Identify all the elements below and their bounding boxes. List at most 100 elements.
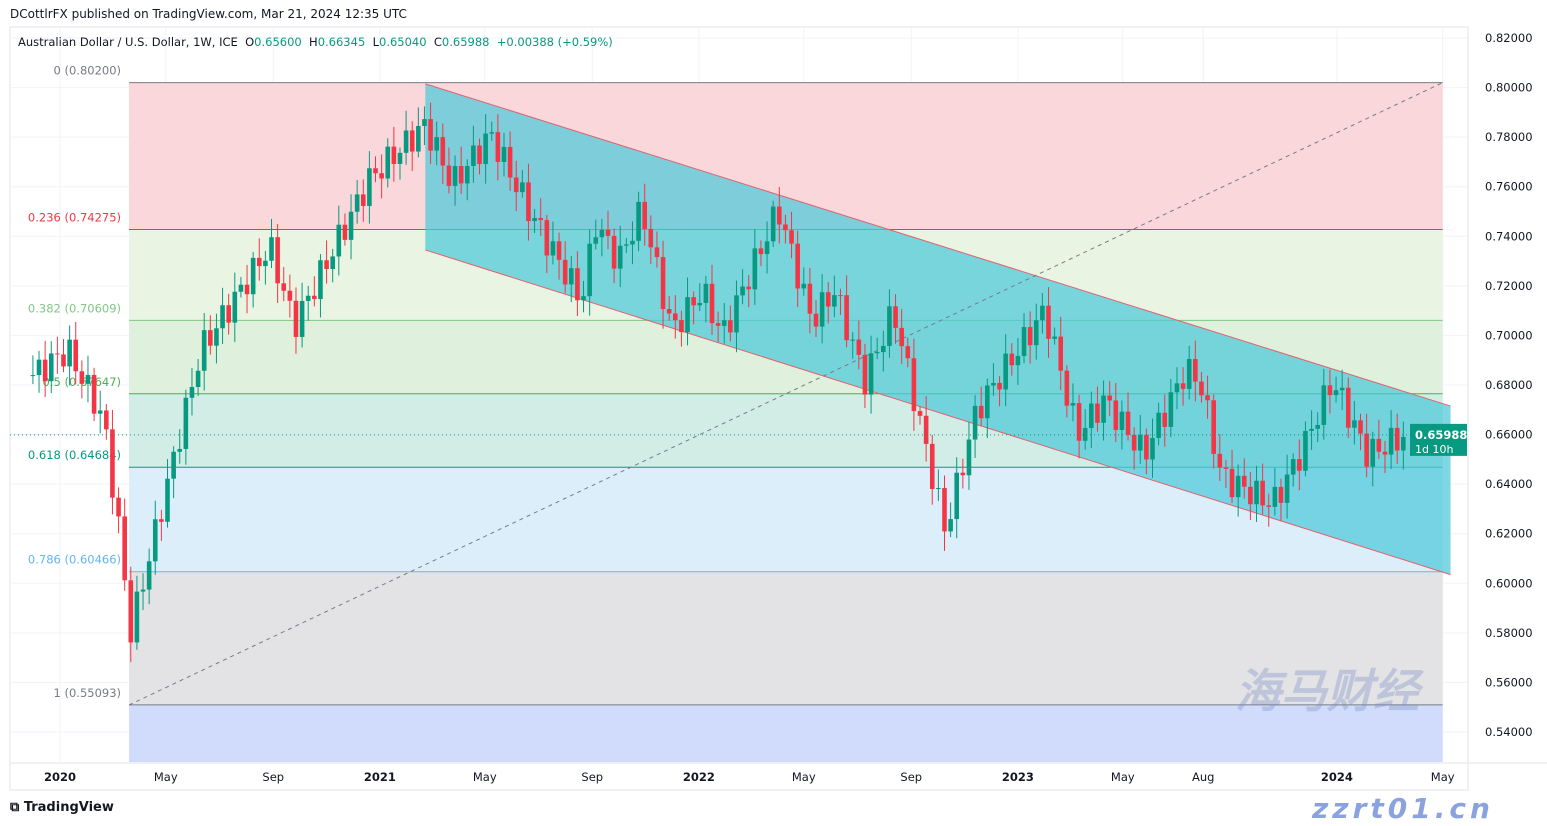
candle xyxy=(183,389,189,465)
candle-body xyxy=(844,295,849,341)
candle-body xyxy=(385,146,391,179)
candle xyxy=(832,275,837,318)
candle xyxy=(703,275,709,323)
candle-body xyxy=(1199,381,1204,396)
candle-body xyxy=(1046,305,1051,339)
low-label: L xyxy=(372,35,379,49)
candle-body xyxy=(1095,403,1100,423)
candle xyxy=(868,335,874,414)
candle-body xyxy=(679,320,684,333)
candle xyxy=(850,332,856,359)
candle xyxy=(299,282,305,348)
candle xyxy=(1254,465,1259,522)
candle xyxy=(244,264,250,314)
candle-body xyxy=(471,145,476,167)
candle-body xyxy=(728,320,733,333)
candle-body xyxy=(1235,475,1241,498)
candle-body xyxy=(832,295,837,307)
candle-body xyxy=(660,257,666,310)
candle-body xyxy=(936,488,941,490)
candle-body xyxy=(1101,395,1106,423)
candle-body xyxy=(342,224,348,240)
candle-body xyxy=(1272,486,1278,507)
candle-body xyxy=(55,353,60,355)
last-price-value: 0.65988 xyxy=(1415,428,1467,442)
candle-body xyxy=(1131,434,1137,451)
fib-level-label-1: 1 (0.55093) xyxy=(54,686,122,700)
candle-body xyxy=(36,359,42,376)
price-axis-tick: 0.62000 xyxy=(1485,527,1533,541)
candle-body xyxy=(544,220,550,256)
time-axis-tick: May xyxy=(473,770,497,784)
candle-body xyxy=(183,397,189,449)
candle-body xyxy=(1260,480,1265,506)
candle xyxy=(104,403,109,440)
candle-body xyxy=(899,327,904,347)
candle xyxy=(1217,434,1223,481)
candle-body xyxy=(1180,383,1186,389)
candle-body xyxy=(1137,434,1143,451)
tradingview-logo[interactable]: ⧉ TradingView xyxy=(10,800,114,815)
candle xyxy=(208,315,213,355)
candle-body xyxy=(189,386,195,398)
candle-body xyxy=(226,305,231,323)
candle xyxy=(838,288,843,315)
candle xyxy=(874,337,880,360)
candle xyxy=(899,309,904,364)
candle-body xyxy=(960,472,966,476)
candle-body xyxy=(978,405,984,419)
candle xyxy=(171,446,176,499)
candle-body xyxy=(734,295,739,333)
candle-body xyxy=(165,478,170,522)
candle-body xyxy=(208,330,213,346)
time-axis-tick: May xyxy=(1111,770,1135,784)
candle xyxy=(348,194,354,260)
candle-body xyxy=(1156,412,1161,438)
candle xyxy=(887,289,892,358)
candle-body xyxy=(171,451,176,479)
candle xyxy=(116,487,121,534)
candle-body xyxy=(862,354,868,395)
candle-body xyxy=(929,443,935,489)
candle-body xyxy=(1162,412,1168,427)
candle-body xyxy=(942,488,947,532)
candle-body xyxy=(1284,474,1290,503)
candle-body xyxy=(1358,420,1363,434)
candle xyxy=(544,214,550,274)
candle xyxy=(1107,381,1112,417)
candle-body xyxy=(636,201,641,241)
open-label: O xyxy=(245,35,255,49)
candle-body xyxy=(1027,327,1033,346)
channel-lower-line xyxy=(425,249,1451,576)
candle-body xyxy=(648,228,654,248)
candle-body xyxy=(250,257,256,295)
candle-body xyxy=(146,561,152,590)
candle-body xyxy=(379,173,384,179)
candle xyxy=(905,337,911,368)
candle xyxy=(783,214,788,244)
candle-body xyxy=(312,295,317,300)
candle xyxy=(391,126,397,182)
candle xyxy=(128,566,134,663)
candle-body xyxy=(446,165,452,186)
candle xyxy=(728,305,733,342)
candle-body xyxy=(850,339,856,341)
candle xyxy=(458,146,464,194)
candle xyxy=(936,469,941,501)
candle xyxy=(758,240,764,267)
candle-body xyxy=(104,410,109,430)
candle-body xyxy=(67,339,72,367)
candle-body xyxy=(923,415,929,444)
candle xyxy=(1309,410,1314,450)
candle-body xyxy=(1394,427,1400,451)
price-axis-tick: 0.72000 xyxy=(1485,279,1533,293)
candle xyxy=(214,313,219,364)
candle xyxy=(85,355,91,403)
candle-body xyxy=(532,217,537,222)
candle xyxy=(281,267,287,302)
candle xyxy=(477,138,482,175)
candle-body xyxy=(152,519,158,562)
candle xyxy=(985,378,990,439)
price-axis-tick: 0.80000 xyxy=(1485,81,1533,95)
